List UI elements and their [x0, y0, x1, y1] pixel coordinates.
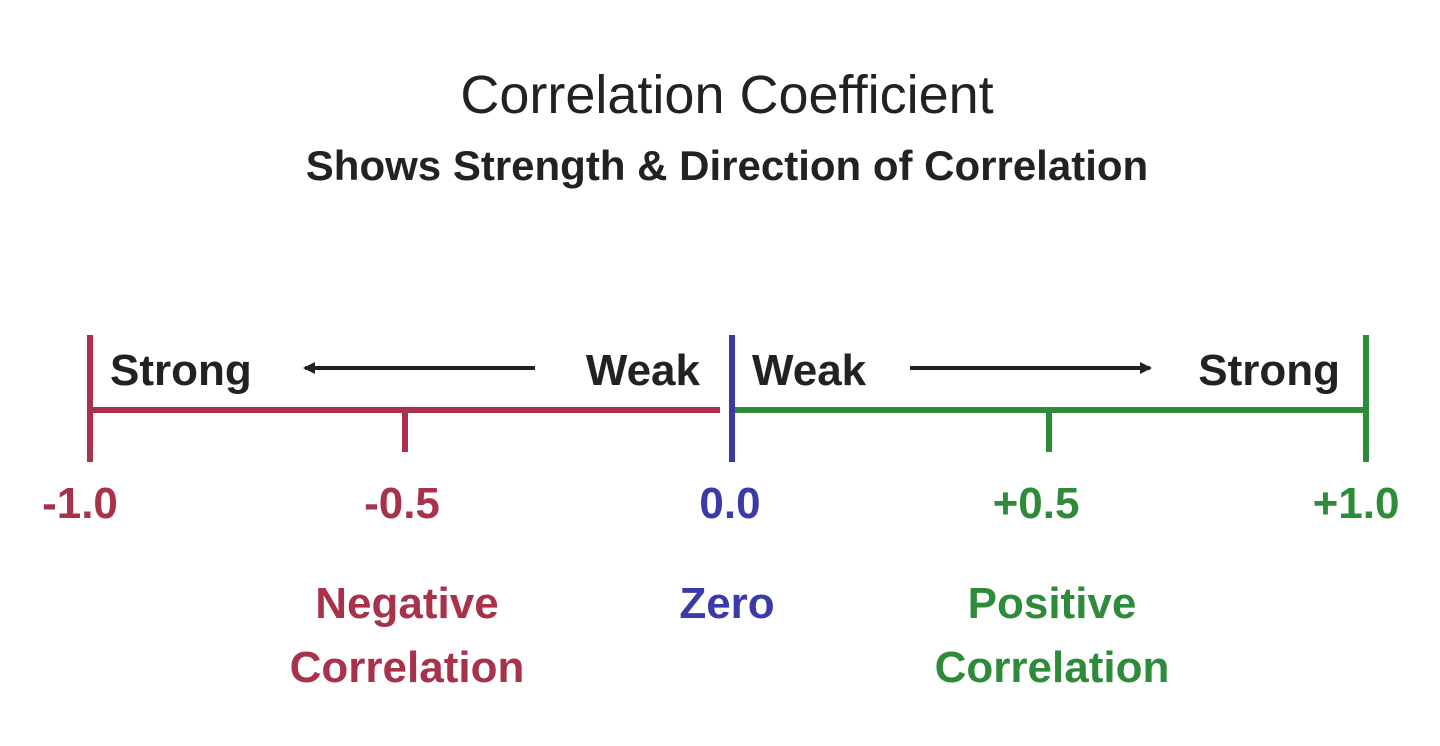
- diagram-title: Correlation Coefficient: [460, 65, 993, 125]
- positive-category-line2: Correlation: [935, 643, 1170, 692]
- tick-label-zero: 0.0: [699, 479, 760, 528]
- zero-category-label: Zero: [679, 579, 774, 628]
- positive-weak-label: Weak: [752, 346, 867, 395]
- negative-strong-label: Strong: [110, 346, 252, 395]
- negative-category-line1: Negative: [315, 579, 498, 628]
- positive-category-line1: Positive: [968, 579, 1137, 628]
- negative-weak-label: Weak: [586, 346, 701, 395]
- diagram-subtitle: Shows Strength & Direction of Correlatio…: [306, 142, 1148, 189]
- tick-label-plus-0-5: +0.5: [993, 479, 1080, 528]
- tick-label-minus-1: -1.0: [42, 479, 118, 528]
- negative-category-line2: Correlation: [290, 643, 525, 692]
- positive-strong-label: Strong: [1198, 346, 1340, 395]
- tick-label-minus-0-5: -0.5: [364, 479, 440, 528]
- tick-label-plus-1: +1.0: [1313, 479, 1400, 528]
